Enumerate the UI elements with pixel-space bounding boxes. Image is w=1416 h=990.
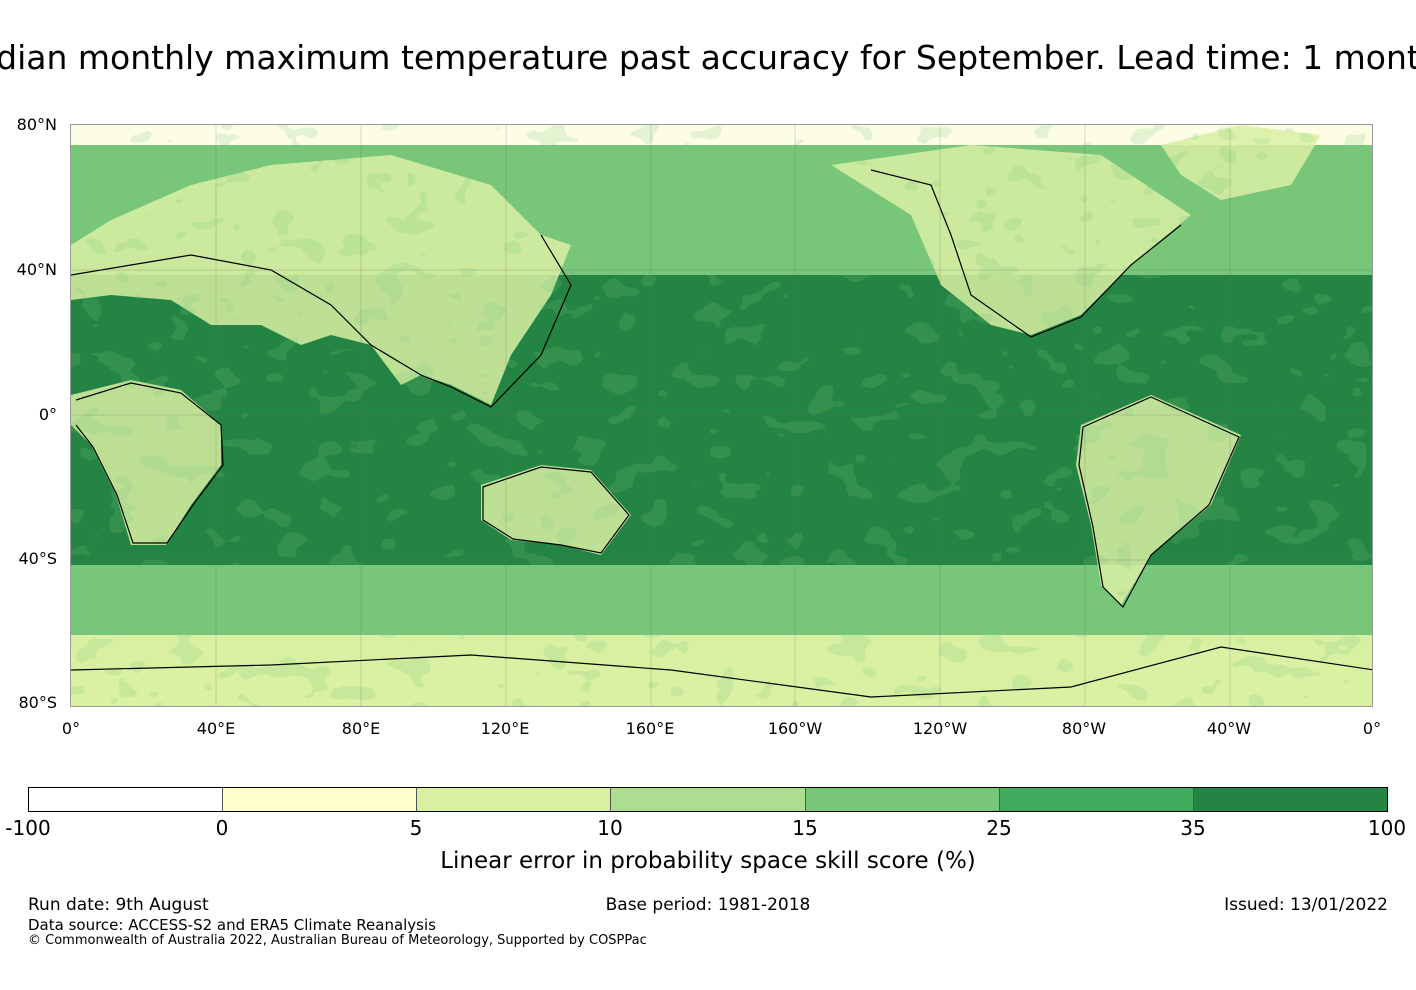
run-date: Run date: 9th August xyxy=(28,895,209,915)
colorbar xyxy=(28,787,1388,812)
coast-eurasia xyxy=(71,234,572,408)
colorbar-tick: 0 xyxy=(215,816,229,840)
coast-africa xyxy=(75,382,224,544)
lat-label-equator: 0° xyxy=(38,405,57,424)
colorbar-tick: 15 xyxy=(792,816,818,840)
copyright: © Commonwealth of Australia 2022, Austra… xyxy=(28,933,647,948)
colorbar-tick: 100 xyxy=(1367,816,1407,840)
colorbar-tick: -100 xyxy=(5,816,51,840)
map-canvas xyxy=(71,125,1372,706)
coast-south-america xyxy=(1078,396,1240,608)
colorbar-segment-6 xyxy=(999,788,1194,811)
colorbar-segment-7 xyxy=(1193,788,1387,811)
lon-label-80e: 80°E xyxy=(341,719,381,738)
lon-label-40w: 40°W xyxy=(1206,719,1252,738)
colorbar-tick: 35 xyxy=(1180,816,1206,840)
gridlines xyxy=(71,125,1372,706)
lat-label-40n: 40°N xyxy=(16,260,57,279)
lon-label-160w: 160°W xyxy=(767,719,823,738)
lon-label-160e: 160°E xyxy=(625,719,675,738)
skill-score-map xyxy=(70,124,1373,707)
mottle-layer-2 xyxy=(71,125,1372,706)
lon-label-40e: 40°E xyxy=(196,719,236,738)
colorbar-tick: 10 xyxy=(597,816,623,840)
lon-label-120e: 120°E xyxy=(480,719,530,738)
issued-date: Issued: 13/01/2022 xyxy=(1224,895,1388,915)
lat-label-80s: 80°S xyxy=(18,693,57,712)
coast-antarctica xyxy=(71,646,1372,698)
lon-label-120w: 120°W xyxy=(912,719,968,738)
colorbar-segment-5 xyxy=(805,788,1000,811)
lon-label-0-left: 0° xyxy=(61,719,81,738)
colorbar-segment-2 xyxy=(223,788,418,811)
base-period: Base period: 1981-2018 xyxy=(605,895,811,915)
colorbar-segment-1 xyxy=(29,788,224,811)
colorbar-label: Linear error in probability space skill … xyxy=(440,848,976,874)
colorbar-segment-4 xyxy=(611,788,806,811)
lon-label-80w: 80°W xyxy=(1061,719,1107,738)
lon-label-0-right: 0° xyxy=(1362,719,1382,738)
data-source: Data source: ACCESS-S2 and ERA5 Climate … xyxy=(28,916,436,934)
coast-australia xyxy=(482,466,630,554)
coast-north-america xyxy=(870,169,1182,338)
coastlines xyxy=(71,169,1372,698)
colorbar-segment-3 xyxy=(417,788,612,811)
map-title: dian monthly maximum temperature past ac… xyxy=(0,38,1416,77)
colorbar-tick: 5 xyxy=(409,816,423,840)
lat-label-40s: 40°S xyxy=(18,549,57,568)
colorbar-tick: 25 xyxy=(986,816,1012,840)
lat-label-80n: 80°N xyxy=(16,115,57,134)
